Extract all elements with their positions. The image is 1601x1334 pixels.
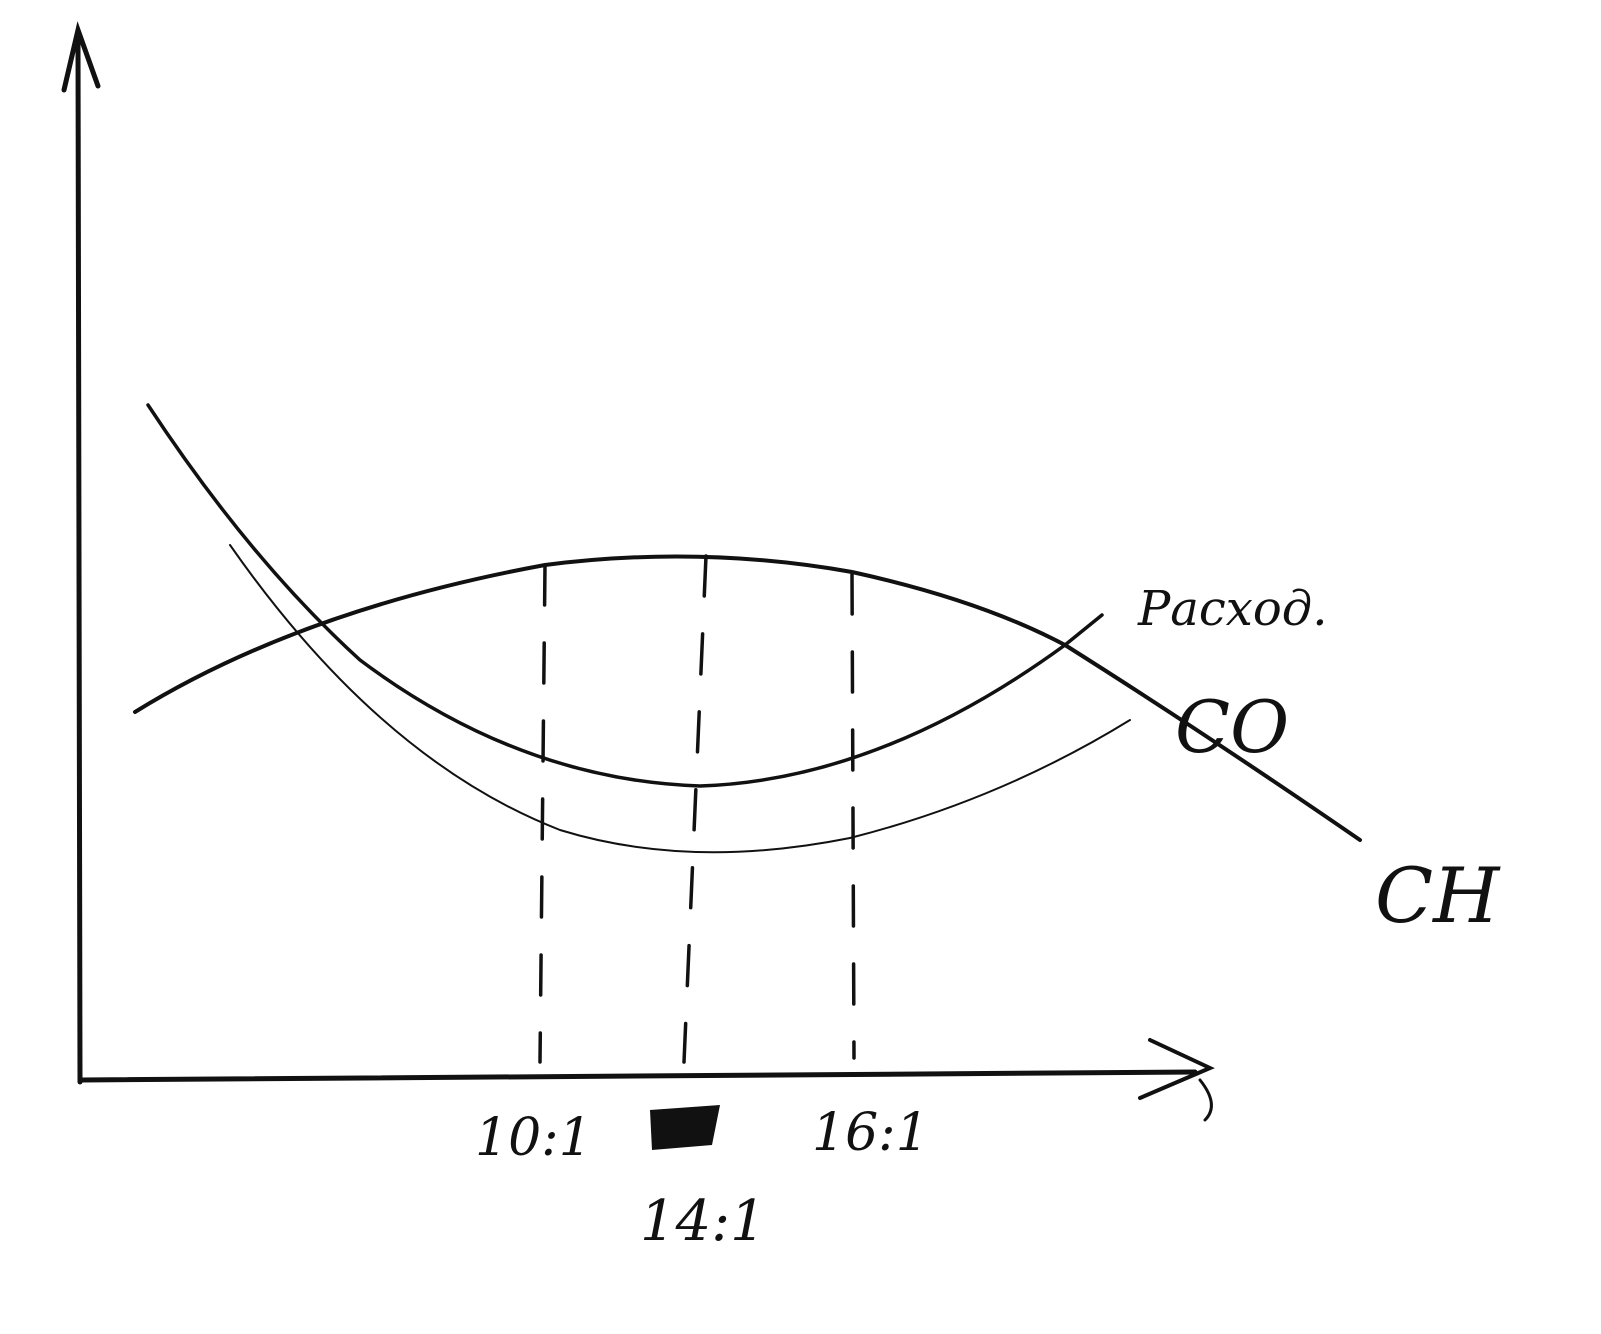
label-consumption: Расход. <box>1137 581 1327 637</box>
guide-lines <box>538 554 856 1064</box>
x-tick-16-1: 16:1 <box>812 1103 929 1163</box>
scribble-mark <box>650 1105 720 1150</box>
label-co: CO <box>1175 685 1289 769</box>
ch-curve <box>229 544 1131 854</box>
x-tick-10-1: 10:1 <box>475 1108 592 1168</box>
consumption-curve <box>133 554 1362 842</box>
x-tick-14-1: 14:1 <box>640 1189 766 1254</box>
y-axis <box>61 21 101 1085</box>
co-curve <box>146 403 1104 788</box>
x-axis <box>79 1038 1215 1122</box>
label-ch: CH <box>1375 851 1501 940</box>
